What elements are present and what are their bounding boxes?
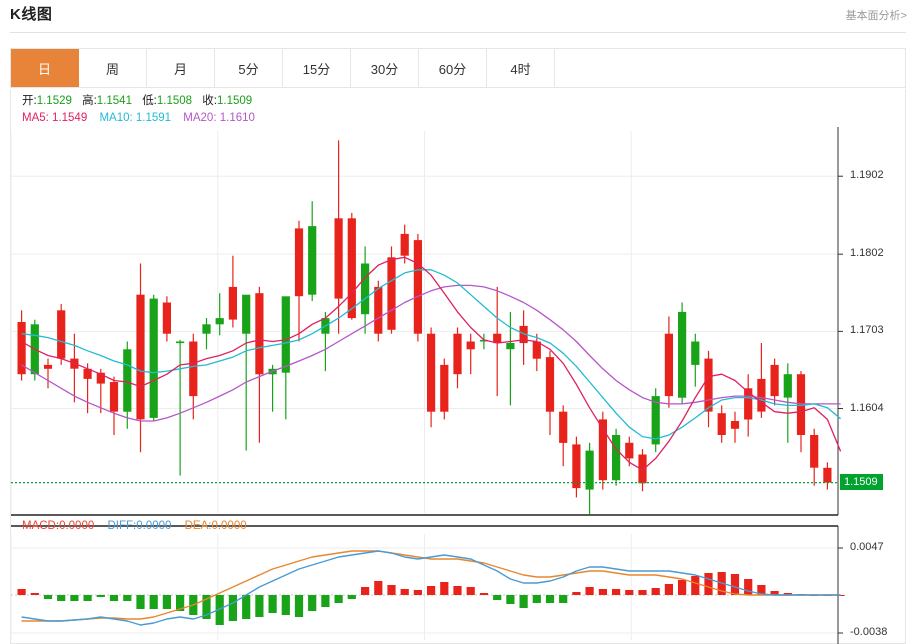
high-label: 高: bbox=[82, 95, 97, 107]
open-value: 1.1529 bbox=[36, 95, 72, 107]
high-value: 1.1541 bbox=[96, 95, 132, 107]
tab-label: 月 bbox=[173, 61, 187, 77]
ma-legend: MA5: 1.1549 MA10: 1.1591 MA20: 1.1610 bbox=[22, 111, 264, 126]
macd-label: MACD: bbox=[22, 520, 60, 532]
tab-label: 日 bbox=[37, 61, 51, 77]
tab-label: 周 bbox=[105, 61, 119, 77]
header-divider bbox=[10, 32, 906, 33]
widget-header: K线图 基本面分析> bbox=[0, 0, 915, 33]
tab-period-5[interactable]: 30分 bbox=[351, 49, 419, 87]
tab-period-7[interactable]: 4时 bbox=[487, 49, 555, 87]
ma10-value: 1.1591 bbox=[135, 112, 172, 124]
low-label: 低: bbox=[142, 95, 157, 107]
current-price-tag: 1.1509 bbox=[840, 473, 883, 490]
macd-axis-tick-0: 0.0047 bbox=[850, 541, 884, 553]
low-value: 1.1508 bbox=[156, 95, 193, 107]
tab-period-1[interactable]: 周 bbox=[79, 49, 147, 87]
tab-label: 15分 bbox=[302, 61, 331, 77]
ma10-label: MA10: bbox=[99, 112, 133, 124]
tab-period-0[interactable]: 日 bbox=[11, 49, 79, 87]
ma20-label: MA20: bbox=[183, 112, 217, 124]
diff-label: DIFF: bbox=[107, 520, 137, 532]
period-tabbar: 日 周 月 5分 15分 30分 60分 4时 bbox=[10, 48, 906, 88]
price-axis-tick-3: 1.1604 bbox=[850, 401, 884, 414]
ma20-value: 1.1610 bbox=[219, 112, 255, 124]
diff-value: 0.0000 bbox=[136, 520, 172, 532]
tab-period-6[interactable]: 60分 bbox=[419, 49, 487, 87]
macd-legend: MACD:0.0000 DIFF:0.0000 DEA:0.0000 bbox=[22, 520, 257, 532]
tab-period-4[interactable]: 15分 bbox=[283, 49, 351, 87]
macd-axis-tick-1: -0.0038 bbox=[850, 626, 888, 638]
ma5-label: MA5: bbox=[22, 112, 49, 124]
tab-label: 4时 bbox=[510, 61, 531, 77]
ohlc-legend: 开:1.1529 高:1.1541 低:1.1508 收:1.1509 bbox=[22, 94, 259, 109]
dea-label: DEA: bbox=[184, 520, 212, 532]
ma5-value: 1.1549 bbox=[52, 112, 88, 124]
price-axis-tick-2: 1.1703 bbox=[850, 324, 884, 337]
fundamental-analysis-link[interactable]: 基本面分析> bbox=[845, 10, 907, 22]
tab-label: 5分 bbox=[238, 61, 259, 77]
tab-period-3[interactable]: 5分 bbox=[215, 49, 283, 87]
close-value: 1.1509 bbox=[216, 95, 253, 107]
tab-label: 60分 bbox=[438, 61, 467, 77]
tab-label: 30分 bbox=[370, 61, 399, 77]
price-axis-tick-0: 1.1902 bbox=[850, 169, 884, 182]
macd-value: 0.0000 bbox=[59, 520, 95, 532]
open-label: 开: bbox=[22, 95, 37, 107]
chart-frame bbox=[10, 89, 906, 644]
dea-value: 0.0000 bbox=[211, 520, 247, 532]
tabbar-filler bbox=[555, 49, 905, 87]
close-label: 收: bbox=[202, 95, 217, 107]
price-axis-tick-1: 1.1802 bbox=[850, 247, 884, 260]
page-title: K线图 bbox=[10, 6, 53, 23]
tab-period-2[interactable]: 月 bbox=[147, 49, 215, 87]
